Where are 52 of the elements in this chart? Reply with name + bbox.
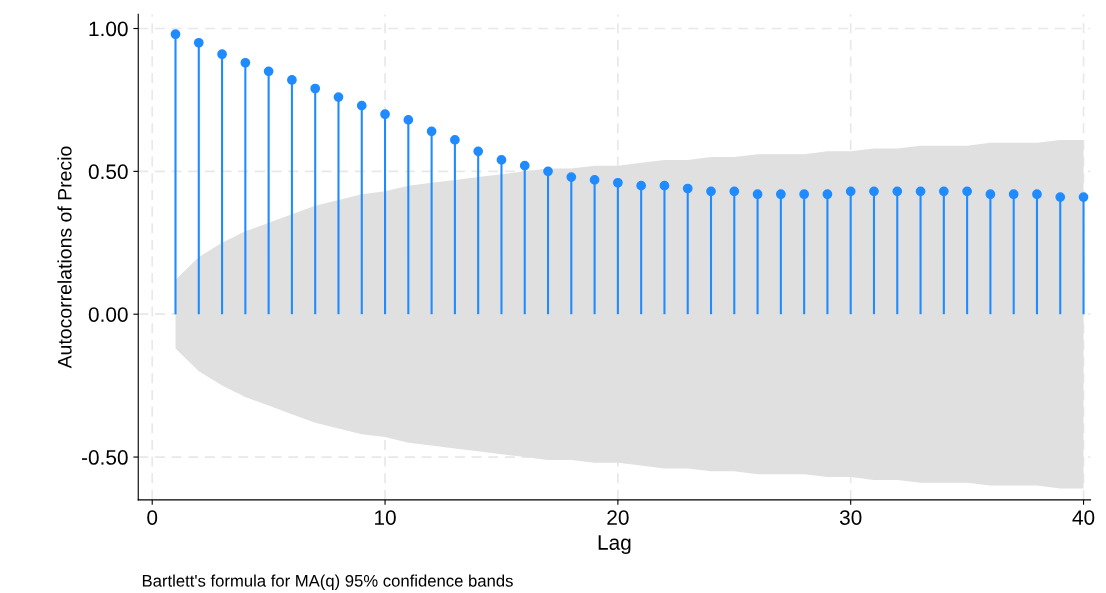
- point: [938, 186, 949, 197]
- text: Bartlett's formula for MA(q) 95% confidence bands: [142, 574, 513, 591]
- point: [985, 189, 996, 200]
- point: [915, 186, 926, 197]
- point: [822, 189, 833, 200]
- point: [263, 66, 274, 77]
- point: [333, 92, 344, 102]
- point: [1055, 192, 1066, 202]
- point: [1032, 189, 1042, 200]
- x-tick-label: 30: [839, 510, 862, 525]
- point: [729, 186, 740, 197]
- point: [1078, 192, 1089, 202]
- point: [496, 155, 507, 165]
- point: [775, 189, 786, 200]
- point: [473, 146, 484, 157]
- point: [1008, 189, 1019, 200]
- point: [450, 135, 460, 145]
- point: [426, 126, 437, 137]
- y-tick-label: 0.50: [88, 164, 128, 180]
- x-tick-label: 0: [147, 510, 158, 525]
- x-axis-title: Lag: [598, 535, 631, 555]
- point: [659, 180, 670, 191]
- point: [310, 83, 321, 94]
- x-tick-label: 40: [1072, 510, 1095, 525]
- point: [356, 100, 367, 111]
- point: [799, 189, 809, 200]
- point: [380, 109, 390, 120]
- point: [170, 29, 181, 40]
- point: [217, 49, 227, 60]
- x-tick-label: 10: [375, 510, 396, 525]
- point: [636, 180, 647, 191]
- point: [287, 75, 297, 85]
- point: [613, 177, 623, 188]
- point: [403, 115, 414, 125]
- x-tick-label: 20: [607, 510, 629, 525]
- point: [566, 172, 577, 182]
- point: [589, 175, 600, 185]
- y-tick-label: 1.00: [89, 21, 128, 37]
- point: [869, 186, 879, 197]
- point: [706, 186, 716, 197]
- point: [543, 166, 553, 177]
- y-tick-label: -0.50: [81, 450, 128, 465]
- y-tick-label: 0.00: [88, 307, 128, 322]
- y-axis-title: Autocorrelations of Precio: [57, 146, 72, 369]
- point: [752, 189, 763, 200]
- point: [193, 37, 204, 48]
- point: [519, 160, 530, 171]
- point: [240, 57, 251, 68]
- point: [892, 186, 903, 197]
- point: [682, 183, 693, 194]
- point: [845, 186, 856, 197]
- point: [962, 186, 972, 197]
